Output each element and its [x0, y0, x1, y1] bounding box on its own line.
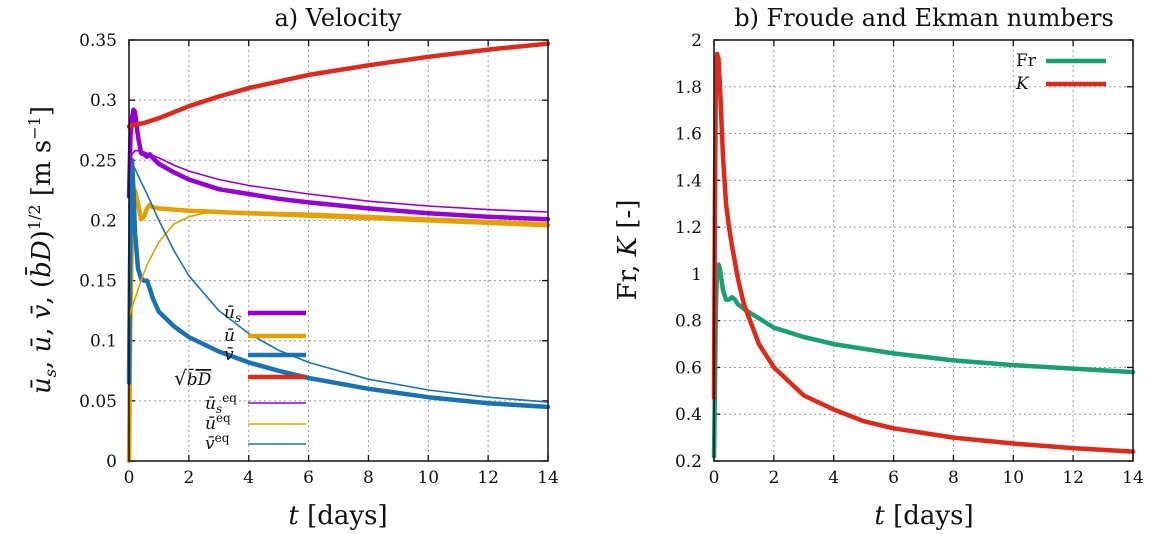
legend-a-u: ū: [224, 326, 235, 346]
svg-text:Fr, K [-]: Fr, K [-]: [613, 200, 643, 301]
chart-b-title: b) Froude and Ekman numbers: [734, 4, 1114, 32]
chart-b-grid: [714, 40, 1133, 461]
y-tick-label: 0.6: [675, 358, 702, 378]
froude-ekman-chart: b) Froude and Ekman numbers 0 2 4 6 8 10 12 140…: [613, 4, 1144, 531]
legend-a-v-eq: v̄eq: [205, 431, 230, 454]
svg-text:ūs, ū, v̄, (b̄D)1/2 [m s−1]: ūs, ū, v̄, (b̄D)1/2 [m s−1]: [24, 106, 60, 394]
legend-a-us: ūs: [224, 303, 241, 325]
x-tick-label: 12: [1062, 468, 1084, 488]
legend-b-fr: Fr: [1016, 51, 1037, 71]
y-tick-label: 0.15: [79, 272, 117, 292]
y-tick-label: 1.6: [675, 125, 702, 145]
chart-a-series: [126, 41, 551, 464]
chart-a-legend: ūs ū v̄ √b̄D ūseq ūeq v̄eq: [174, 303, 306, 454]
legend-a-v: v̄: [224, 345, 234, 365]
x-tick-label: 14: [1122, 468, 1144, 488]
chart-a-grid: [129, 40, 548, 461]
y-tick-label: 1: [691, 265, 702, 285]
chart-a-ticks: 0 2 4 6 8 10 12 14 0 0.05 0.1 0.15 0.2 0.25 0.3 0.35: [79, 31, 559, 488]
x-tick-label: 10: [417, 468, 439, 488]
series-line-a-6: [128, 163, 549, 403]
y-tick-label: 0.1: [90, 332, 117, 352]
legend-a-us-eq: ūseq: [205, 391, 237, 416]
x-tick-label: 2: [768, 468, 779, 488]
y-tick-label: 0.2: [90, 211, 117, 231]
y-tick-label: 0.05: [79, 392, 117, 412]
y-tick-label: 1.2: [675, 218, 702, 238]
series-line-a-4: [128, 149, 549, 213]
y-tick-label: 0.8: [675, 312, 702, 332]
series-line-a-2: [126, 158, 551, 410]
x-tick-label: 14: [537, 468, 559, 488]
chart-b-series: [711, 51, 1136, 459]
y-tick-label: 1.4: [675, 171, 702, 191]
y-tick-label: 0.35: [79, 31, 117, 51]
x-tick-label: 2: [183, 468, 194, 488]
x-tick-label: 0: [709, 468, 720, 488]
x-tick-label: 6: [888, 468, 899, 488]
chart-a-ylabel: ūs, ū, v̄, (b̄D)1/2 [m s−1]: [24, 106, 60, 394]
series-line-a-0: [126, 107, 551, 222]
x-tick-label: 8: [363, 468, 374, 488]
chart-b-ylabel: Fr, K [-]: [613, 200, 643, 301]
chart-a-frame: [128, 39, 549, 462]
chart-b-ticks: 0 2 4 6 8 10 12 14 0.2 0.4 0.6 0.8 1 1.2 1.4 1.6 1.8 2: [675, 31, 1144, 488]
y-tick-label: 0.3: [90, 91, 117, 111]
y-tick-label: 0.25: [79, 151, 117, 171]
velocity-chart: a) Velocity 0 2 4 6 8 10 12 14 0 0.05 0.1 0.15 0.2 0.…: [24, 4, 558, 531]
y-tick-label: 1.8: [675, 78, 702, 98]
y-tick-label: 0.2: [675, 452, 702, 472]
x-tick-label: 12: [477, 468, 499, 488]
y-tick-label: 0: [106, 452, 117, 472]
legend-a-sqrtbd: √b̄D: [174, 366, 212, 390]
x-tick-label: 8: [948, 468, 959, 488]
x-tick-label: 0: [124, 468, 135, 488]
series-line-b-0: [711, 262, 1136, 459]
chart-b-legend: Fr K: [1015, 51, 1106, 94]
chart-a-xlabel: t [days]: [288, 501, 387, 531]
series-line-a-1: [126, 188, 551, 464]
legend-b-k: K: [1015, 74, 1030, 94]
chart-b-xlabel: t [days]: [874, 501, 973, 531]
chart-b-frame: [713, 39, 1134, 462]
series-line-a-5: [128, 211, 549, 318]
series-line-a-3: [126, 41, 551, 129]
series-line-b-1: [711, 51, 1136, 454]
y-tick-label: 0.4: [675, 405, 702, 425]
x-tick-label: 4: [243, 468, 254, 488]
x-tick-label: 4: [828, 468, 839, 488]
x-tick-label: 10: [1002, 468, 1024, 488]
x-tick-label: 6: [303, 468, 314, 488]
chart-a-title: a) Velocity: [274, 4, 402, 32]
y-tick-label: 2: [691, 31, 702, 51]
